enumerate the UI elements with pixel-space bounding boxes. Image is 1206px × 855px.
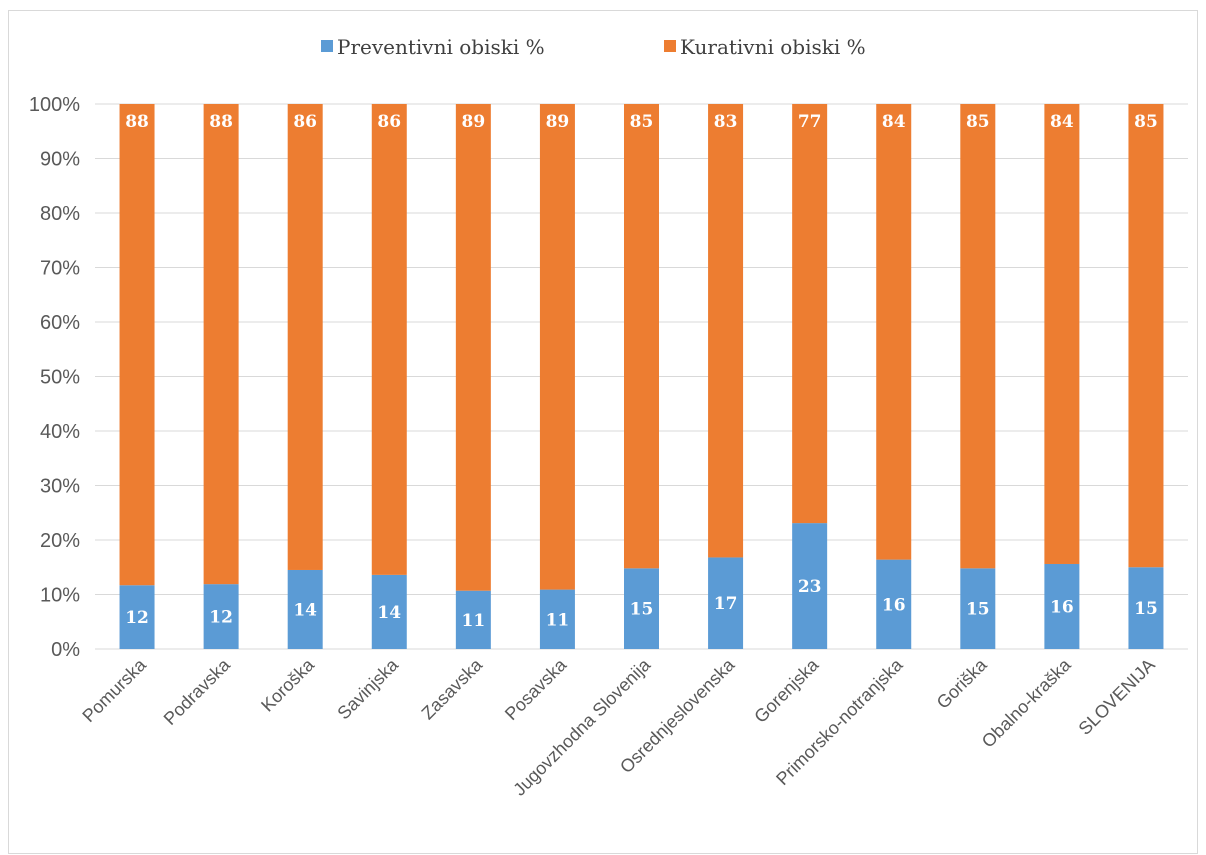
bar-label-curative: 85 [1134, 112, 1158, 132]
bar-preventive [960, 568, 996, 649]
bar-label-curative: 77 [798, 112, 822, 132]
bar-preventive [287, 569, 323, 649]
y-tick-label: 40% [40, 421, 80, 443]
bar-label-preventive: 11 [546, 610, 570, 630]
bar-label-curative: 89 [546, 112, 570, 132]
bar-label-curative: 89 [462, 112, 486, 132]
bar-curative [624, 104, 659, 569]
bar-label-preventive: 11 [462, 611, 486, 631]
bar-preventive [624, 568, 659, 649]
legend: Preventivni obiski % Kurativni obiski % [321, 35, 866, 59]
bar-curative [119, 104, 155, 586]
x-axis-ticks: Pomurska Podravska Koroška Savinjska Zasavsk… [78, 654, 1158, 800]
bar-label-preventive: 14 [293, 600, 317, 620]
bar-curative [1128, 104, 1164, 568]
bar-label-preventive: 17 [714, 594, 738, 614]
bar-label-preventive: 16 [1050, 597, 1074, 617]
x-tick-label: Obalno-kraška [978, 654, 1076, 752]
y-tick-label: 10% [40, 585, 80, 607]
bar-label-curative: 88 [125, 112, 149, 132]
y-tick-label: 100% [29, 94, 80, 116]
bar-curative [203, 104, 239, 585]
y-tick-label: 50% [40, 367, 80, 389]
bar-label-preventive: 15 [966, 600, 990, 620]
bar-label-preventive: 12 [209, 608, 233, 628]
y-tick-label: 30% [40, 476, 80, 498]
bar-preventive [539, 589, 575, 649]
bar-label-preventive: 16 [882, 595, 906, 615]
x-tick-label: Goriška [933, 654, 992, 713]
bar-curative [1044, 104, 1080, 564]
bar-preventive [792, 523, 828, 649]
x-tick-label: Gorenjska [750, 654, 823, 727]
x-tick-label: Jugovzhodna Slovenija [509, 654, 655, 800]
y-axis-ticks: 0% 10% 20% 30% 40% 50% 60% 70% 80% 90% 100% [29, 94, 80, 661]
bar-preventive [708, 557, 744, 649]
bar-preventive [119, 585, 155, 649]
y-tick-label: 80% [40, 203, 80, 225]
bar-label-preventive: 23 [798, 577, 822, 597]
x-tick-label: SLOVENIJA [1075, 655, 1159, 739]
bar-preventive [1128, 567, 1164, 649]
legend-swatch-preventive [321, 40, 333, 52]
bar-preventive [371, 574, 407, 649]
y-tick-label: 0% [51, 639, 80, 661]
bar-curative [792, 104, 828, 524]
bar-curative [960, 104, 996, 569]
y-tick-label: 70% [40, 258, 80, 280]
bar-label-curative: 83 [714, 112, 738, 132]
y-tick-label: 60% [40, 312, 80, 334]
bar-preventive [1044, 563, 1080, 649]
bar-label-curative: 84 [882, 112, 906, 132]
bar-label-preventive: 12 [125, 608, 149, 628]
y-tick-label: 90% [40, 149, 80, 171]
bar-curative [455, 104, 491, 591]
bar-label-curative: 85 [630, 112, 654, 132]
legend-label-preventive: Preventivni obiski % [337, 35, 545, 59]
bar-label-preventive: 14 [377, 603, 401, 623]
bar-curative [708, 104, 744, 558]
bars [119, 104, 1164, 649]
x-tick-label: Pomurska [78, 654, 150, 726]
legend-swatch-curative [664, 40, 676, 52]
bar-label-curative: 85 [966, 112, 990, 132]
x-tick-label: Zasavska [418, 654, 487, 723]
x-tick-label: Koroška [257, 654, 319, 716]
bar-label-curative: 86 [293, 112, 317, 132]
bar-preventive [455, 590, 491, 649]
legend-label-curative: Kurativni obiski % [680, 35, 866, 59]
bar-label-curative: 84 [1050, 112, 1074, 132]
bar-preventive [203, 584, 239, 649]
bar-preventive [876, 559, 912, 649]
x-tick-label: Podravska [160, 654, 235, 729]
x-tick-label: Savinjska [333, 654, 402, 723]
bar-curative [287, 104, 323, 570]
bar-label-curative: 88 [209, 112, 233, 132]
bar-labels: 12 88 12 88 14 86 14 86 11 89 11 89 15 85 17 83 23 77 16 84… [125, 112, 1158, 631]
bar-label-preventive: 15 [630, 600, 654, 620]
x-tick-label: Posavska [501, 654, 571, 724]
bar-curative [876, 104, 912, 560]
bar-label-curative: 86 [377, 112, 401, 132]
bar-curative [371, 104, 407, 575]
bar-curative [539, 104, 575, 590]
bar-label-preventive: 15 [1134, 599, 1158, 619]
y-tick-label: 20% [40, 530, 80, 552]
